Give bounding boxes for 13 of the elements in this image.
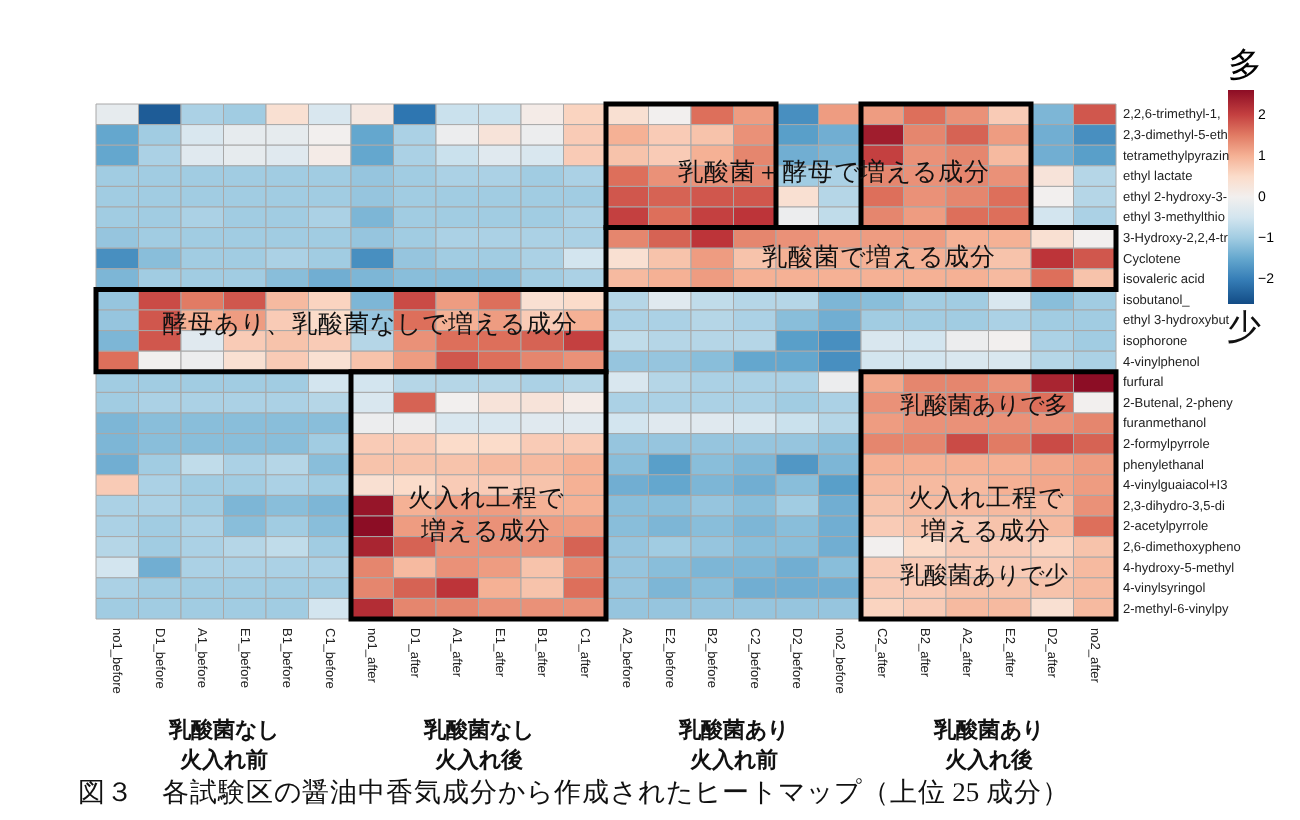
color-bar-title: 多 <box>1228 46 1262 84</box>
text: 図３ 各試験区の醤油中香気成分から作成されたヒートマップ（上位 25 成分） <box>77 777 1070 807</box>
annotation: 酵母あり、乳酸菌なしで増える成分 <box>162 308 579 339</box>
annotation: 火入れ工程で増える成分 <box>908 484 1067 546</box>
annotation: 火入れ工程で増える成分 <box>407 484 566 546</box>
annotation: 乳酸菌ありで少 <box>900 560 1069 589</box>
annotation: 乳酸菌で増える成分 <box>762 240 997 271</box>
annotation: 乳酸菌ありで多 <box>900 390 1069 419</box>
text: 乳酸菌あり火入れ後 <box>931 717 1044 773</box>
text: 乳酸菌なし火入れ後 <box>421 717 534 773</box>
text: 少 <box>1227 308 1261 346</box>
text: 乳酸菌あり火入れ前 <box>676 717 789 773</box>
text: 乳酸菌なし火入れ前 <box>166 717 279 773</box>
